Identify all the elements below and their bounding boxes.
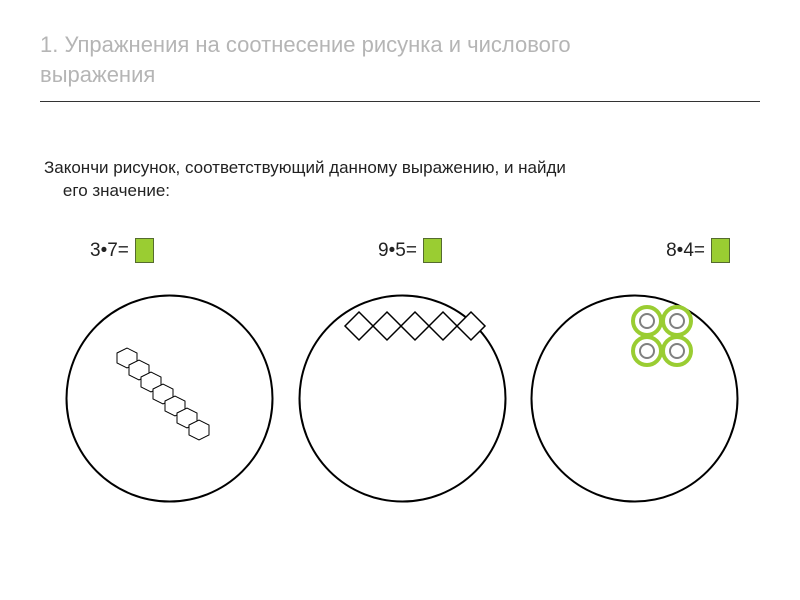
- divider: [40, 101, 760, 102]
- equation-1: 3•7=: [90, 238, 154, 263]
- title-line-1: 1. Упражнения на соотнесение рисунка и ч…: [40, 32, 571, 57]
- equations-row: 3•7= 9•5= 8•4=: [40, 238, 760, 263]
- equation-2-text: 9•5=: [378, 240, 417, 262]
- circles-row: [40, 291, 760, 506]
- instruction-line-2: его значение:: [63, 181, 170, 200]
- circle-2-diamonds: [295, 291, 510, 506]
- circle-1-hexagons: [62, 291, 277, 506]
- equation-3: 8•4=: [666, 238, 730, 263]
- equation-1-text: 3•7=: [90, 240, 129, 262]
- title-line-2: выражения: [40, 62, 155, 87]
- circle-3-rings: [527, 291, 742, 506]
- instruction-text: Закончи рисунок, соответствующий данному…: [40, 157, 760, 203]
- equation-3-text: 8•4=: [666, 240, 705, 262]
- answer-box-2: [423, 238, 442, 263]
- page-title: 1. Упражнения на соотнесение рисунка и ч…: [40, 30, 760, 89]
- answer-box-3: [711, 238, 730, 263]
- answer-box-1: [135, 238, 154, 263]
- instruction-line-1: Закончи рисунок, соответствующий данному…: [44, 158, 566, 177]
- equation-2: 9•5=: [378, 238, 442, 263]
